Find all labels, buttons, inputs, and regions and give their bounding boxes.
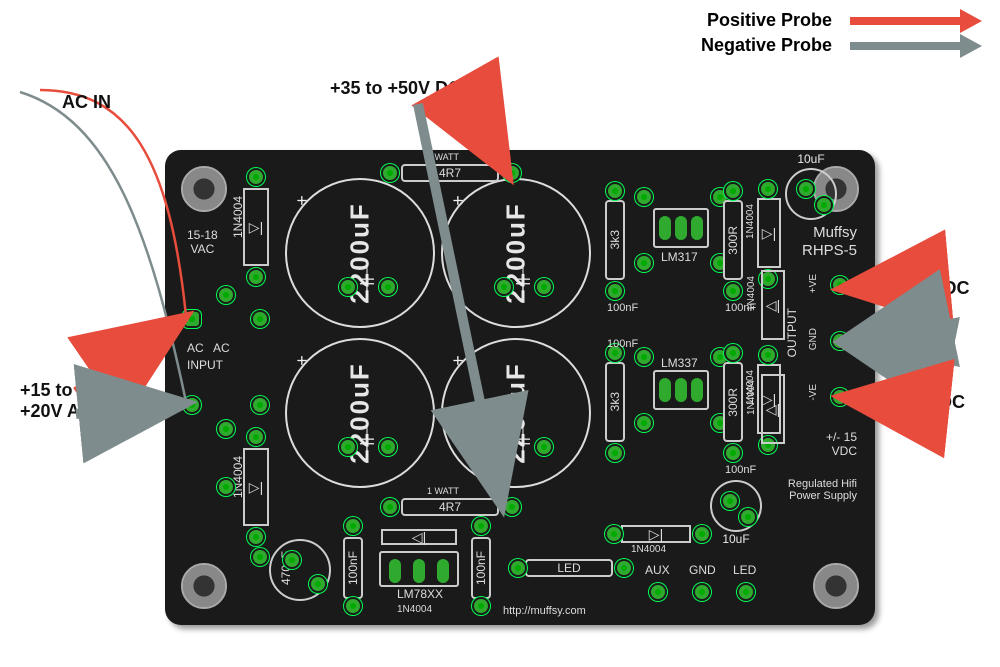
label-ac-in: AC IN [62,92,111,113]
label-dc-rect: +35 to +50V DC [330,78,461,99]
label-out-neg: -15V DC [896,392,965,413]
label-out-pos: +15V DC [896,278,970,299]
ac-wires [0,0,1000,667]
label-ac-range: +15 to +20V AC [20,380,93,422]
